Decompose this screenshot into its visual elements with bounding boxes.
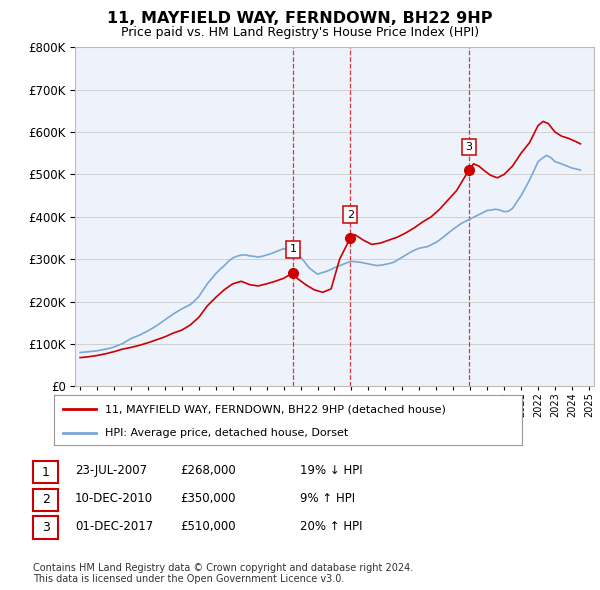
Text: 1: 1: [289, 244, 296, 254]
Text: This data is licensed under the Open Government Licence v3.0.: This data is licensed under the Open Gov…: [33, 575, 344, 584]
Text: 2: 2: [41, 493, 50, 506]
Text: 3: 3: [41, 521, 50, 534]
Text: 3: 3: [466, 142, 472, 152]
Text: £350,000: £350,000: [180, 492, 235, 505]
Text: 2: 2: [347, 209, 354, 219]
Text: 11, MAYFIELD WAY, FERNDOWN, BH22 9HP (detached house): 11, MAYFIELD WAY, FERNDOWN, BH22 9HP (de…: [106, 404, 446, 414]
Text: £268,000: £268,000: [180, 464, 236, 477]
Text: £510,000: £510,000: [180, 520, 236, 533]
Text: 23-JUL-2007: 23-JUL-2007: [75, 464, 147, 477]
Text: HPI: Average price, detached house, Dorset: HPI: Average price, detached house, Dors…: [106, 428, 349, 438]
Text: 19% ↓ HPI: 19% ↓ HPI: [300, 464, 362, 477]
Text: 20% ↑ HPI: 20% ↑ HPI: [300, 520, 362, 533]
Text: Contains HM Land Registry data © Crown copyright and database right 2024.: Contains HM Land Registry data © Crown c…: [33, 563, 413, 572]
Text: 01-DEC-2017: 01-DEC-2017: [75, 520, 153, 533]
Text: 1: 1: [41, 466, 50, 478]
Text: 9% ↑ HPI: 9% ↑ HPI: [300, 492, 355, 505]
Text: Price paid vs. HM Land Registry's House Price Index (HPI): Price paid vs. HM Land Registry's House …: [121, 26, 479, 39]
Text: 11, MAYFIELD WAY, FERNDOWN, BH22 9HP: 11, MAYFIELD WAY, FERNDOWN, BH22 9HP: [107, 11, 493, 25]
Text: 10-DEC-2010: 10-DEC-2010: [75, 492, 153, 505]
